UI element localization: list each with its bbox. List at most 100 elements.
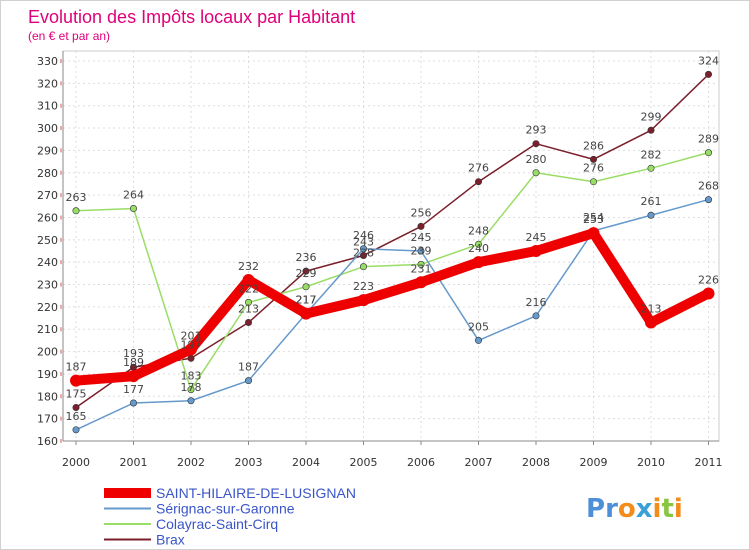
data-label: 222 — [238, 282, 259, 295]
data-point — [704, 70, 712, 78]
series-group — [70, 70, 715, 434]
data-point — [302, 283, 310, 291]
data-point — [417, 247, 425, 255]
series-line — [75, 198, 710, 431]
x-tick-label: 2008 — [522, 456, 550, 469]
legend-entry: Colayrac-Saint-Cirq — [156, 516, 278, 532]
data-point — [589, 155, 597, 163]
data-label: 268 — [698, 180, 719, 193]
y-tick-label: 300 — [37, 122, 58, 135]
y-tick-label: 310 — [37, 100, 58, 113]
data-point — [647, 164, 655, 172]
data-label: 248 — [468, 224, 489, 237]
data-point — [187, 386, 195, 394]
data-point — [704, 196, 712, 204]
data-label: 232 — [238, 260, 259, 273]
data-label: 256 — [411, 206, 432, 219]
data-point — [647, 126, 655, 134]
data-point — [185, 343, 197, 356]
x-tick-label: 2009 — [580, 456, 608, 469]
data-point — [587, 227, 600, 240]
x-tick-label: 2004 — [292, 456, 320, 469]
data-label: 226 — [698, 273, 719, 286]
legend-entry: SAINT-HILAIRE-DE-LUSIGNAN — [156, 485, 356, 501]
series-colayrac-saint-cirq — [72, 149, 712, 394]
data-label: 254 — [583, 211, 604, 224]
data-label: 239 — [411, 244, 432, 257]
x-tick-label: 2005 — [350, 456, 378, 469]
data-label: 213 — [641, 303, 662, 316]
data-label: 187 — [66, 361, 87, 374]
x-tick-label: 2002 — [177, 456, 205, 469]
axes: 160 170 180 190 200 210 220 230 240 250 260 270 280 2… — [37, 51, 723, 469]
data-label: 229 — [296, 267, 317, 280]
data-label: 238 — [353, 247, 374, 260]
data-label: 205 — [468, 320, 489, 333]
data-point — [242, 274, 255, 287]
y-tick-label: 250 — [37, 234, 58, 247]
data-point — [704, 149, 712, 157]
data-label: 193 — [123, 347, 144, 360]
data-label: 240 — [468, 242, 489, 255]
data-label: 261 — [641, 195, 662, 208]
y-tick-label: 220 — [37, 301, 58, 314]
data-label: 245 — [526, 231, 547, 244]
data-label: 165 — [66, 410, 87, 423]
data-label: 223 — [353, 280, 374, 293]
data-point — [187, 354, 195, 362]
chart-title: Evolution des Impôts locaux par Habitant — [28, 7, 355, 27]
y-tick-label: 180 — [37, 390, 58, 403]
data-point — [359, 263, 367, 271]
data-point — [302, 267, 310, 275]
data-point — [647, 211, 655, 219]
legend-entry: Sérignac-sur-Garonne — [156, 501, 295, 517]
y-tick-label: 200 — [37, 346, 58, 359]
chart-subtitle: (en € et par an) — [28, 29, 110, 43]
data-label: 299 — [641, 110, 662, 123]
data-labels: 175 193 197 213 236 243 256 276 293 286 299 324 263 2… — [66, 54, 720, 422]
data-point — [70, 374, 82, 387]
y-tick-label: 160 — [37, 435, 58, 448]
x-tick-label: 2001 — [120, 456, 148, 469]
data-point — [474, 336, 482, 344]
series-saint-hilaire-de-lusignan — [70, 227, 715, 387]
y-tick-label: 230 — [37, 279, 58, 292]
data-point — [357, 294, 370, 307]
data-label: 213 — [238, 303, 259, 316]
data-point — [72, 426, 80, 434]
data-label: 243 — [353, 235, 374, 248]
proxiti-logo: Proxiti — [586, 494, 683, 524]
x-tick-label: 2007 — [465, 456, 493, 469]
data-label: 201 — [181, 329, 202, 342]
legend: SAINT-HILAIRE-DE-LUSIGNANSérignac-sur-Ga… — [104, 485, 356, 548]
data-point — [474, 178, 482, 186]
data-point — [359, 245, 367, 253]
data-point — [532, 312, 540, 320]
data-point — [130, 399, 138, 407]
y-tick-label: 210 — [37, 323, 58, 336]
data-label: 217 — [296, 294, 317, 307]
data-label: 280 — [526, 153, 547, 166]
y-tick-label: 170 — [37, 413, 58, 426]
data-point — [702, 287, 715, 300]
y-tick-label: 240 — [37, 256, 58, 269]
y-tick-label: 270 — [37, 189, 58, 202]
data-label: 183 — [181, 370, 202, 383]
data-point — [245, 319, 253, 327]
data-label: 216 — [526, 296, 547, 309]
series-line — [75, 151, 710, 391]
series-line — [71, 228, 714, 386]
plot-area — [62, 50, 720, 442]
data-label: 253 — [583, 213, 604, 226]
data-label: 263 — [66, 191, 87, 204]
legend-entry: Brax — [156, 532, 185, 548]
data-point — [72, 403, 80, 411]
data-label: 324 — [698, 54, 719, 67]
data-point — [187, 397, 195, 405]
logo-letter: x — [636, 494, 653, 524]
data-point — [300, 307, 312, 320]
y-tick-label: 330 — [37, 55, 58, 68]
data-label: 276 — [583, 162, 604, 175]
y-tick-label: 290 — [37, 144, 58, 157]
data-point — [72, 207, 80, 215]
